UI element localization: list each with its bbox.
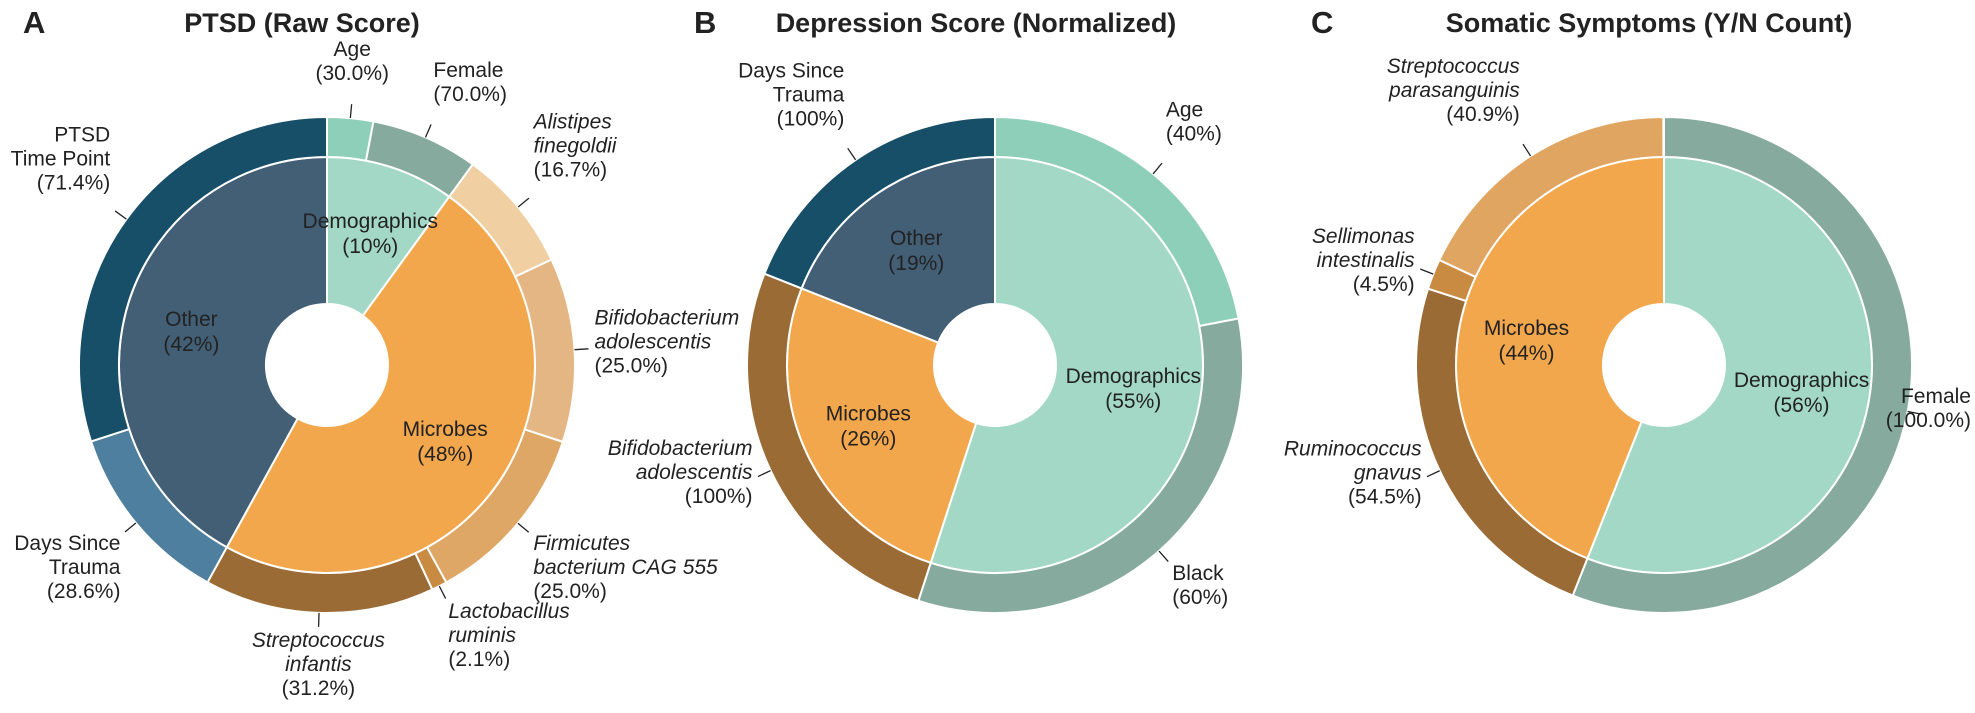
- segment-name: Alistipes finegoldii: [532, 110, 618, 157]
- segment-value-label: (100%): [777, 107, 845, 130]
- leader-line: [1419, 268, 1434, 275]
- chart-title: PTSD (Raw Score): [184, 8, 420, 38]
- segment-value-label: (25.0%): [594, 354, 668, 377]
- segment-name: Streptococcus parasanguinis: [1387, 55, 1521, 102]
- segment-name: Firmicutes bacterium CAG 555: [533, 532, 718, 579]
- group-value-label: (48%): [417, 443, 473, 466]
- panel-letter: A: [23, 5, 45, 40]
- segment-value-label: (100.0%): [1886, 409, 1971, 432]
- segment-name: Days Since Trauma: [14, 532, 121, 579]
- outer-wedge: [763, 115, 996, 290]
- segment-name: Age: [334, 38, 371, 61]
- segment-name: Female: [433, 59, 503, 82]
- segment-value-label: (100%): [685, 485, 753, 508]
- segment-value-label: (16.7%): [534, 158, 608, 181]
- leader-line: [1426, 470, 1440, 478]
- donut-hole: [266, 304, 388, 426]
- segment-value-label: (31.2%): [282, 677, 356, 700]
- segment-name: Female: [1901, 385, 1971, 408]
- segment-name: PTSD Time Point: [11, 123, 111, 170]
- leader-line: [1152, 162, 1163, 175]
- segment-name: Lactobacillus ruminis: [448, 600, 570, 647]
- leader-line: [1158, 550, 1169, 562]
- segment-name: Black: [1172, 562, 1224, 585]
- leader-line: [124, 522, 137, 533]
- segment-value-label: (25.0%): [533, 580, 607, 603]
- group-value-label: (44%): [1498, 342, 1554, 365]
- group-value-label: (56%): [1774, 394, 1830, 417]
- group-value-label: (42%): [163, 333, 219, 356]
- donut-hole: [1603, 304, 1725, 426]
- group-name: Microbes: [1484, 317, 1569, 340]
- donut-hole: [934, 304, 1056, 426]
- leader-line: [114, 210, 127, 220]
- panel-letter: C: [1311, 5, 1333, 40]
- group-name: Demographics: [303, 210, 438, 233]
- group-value-label: (55%): [1105, 390, 1161, 413]
- group-value-label: (19%): [888, 252, 944, 275]
- segment-value-label: (40%): [1166, 123, 1222, 146]
- leader-line: [349, 104, 353, 119]
- outer-wedge: [1571, 115, 1914, 614]
- leader-line: [517, 522, 530, 533]
- segment-value-label: (60%): [1172, 586, 1228, 609]
- leader-line: [574, 348, 589, 351]
- group-name: Microbes: [403, 418, 488, 441]
- segment-value-label: (71.4%): [37, 171, 111, 194]
- panel-letter: B: [694, 5, 716, 40]
- group-value-label: (10%): [342, 235, 398, 258]
- segment-name: Bifidobacterium adolescentis: [594, 306, 739, 353]
- segment-value-label: (28.6%): [47, 580, 121, 603]
- segment-value-label: (2.1%): [448, 648, 510, 671]
- leader-line: [424, 124, 432, 138]
- group-name: Microbes: [826, 403, 911, 426]
- segment-value-label: (70.0%): [433, 83, 507, 106]
- segment-value-label: (30.0%): [315, 62, 389, 85]
- leader-line: [757, 470, 771, 478]
- segment-value-label: (40.9%): [1446, 103, 1520, 126]
- group-name: Demographics: [1066, 365, 1201, 388]
- segment-value-label: (4.5%): [1353, 273, 1415, 296]
- segment-name: Age: [1166, 99, 1203, 122]
- leader-line: [1907, 410, 1922, 415]
- leader-line: [847, 147, 857, 161]
- segment-name: Days Since Trauma: [738, 59, 845, 106]
- chart-title: Somatic Symptoms (Y/N Count): [1446, 8, 1853, 38]
- segment-name: Ruminococcus gnavus: [1284, 437, 1422, 484]
- group-name: Demographics: [1734, 369, 1869, 392]
- segment-name: Sellimonas intestinalis: [1312, 225, 1415, 272]
- leader-line: [1522, 143, 1532, 157]
- leader-line: [438, 585, 447, 599]
- group-value-label: (26%): [840, 428, 896, 451]
- segment-name: Bifidobacterium adolescentis: [608, 437, 753, 484]
- segment-value-label: (54.5%): [1348, 485, 1422, 508]
- leader-line: [517, 197, 530, 208]
- outer-wedge: [1438, 115, 1665, 279]
- group-name: Other: [890, 227, 943, 250]
- chart-title: Depression Score (Normalized): [776, 8, 1177, 38]
- segment-name: Streptococcus infantis: [252, 629, 386, 676]
- group-name: Other: [165, 308, 218, 331]
- outer-wedge: [78, 115, 328, 443]
